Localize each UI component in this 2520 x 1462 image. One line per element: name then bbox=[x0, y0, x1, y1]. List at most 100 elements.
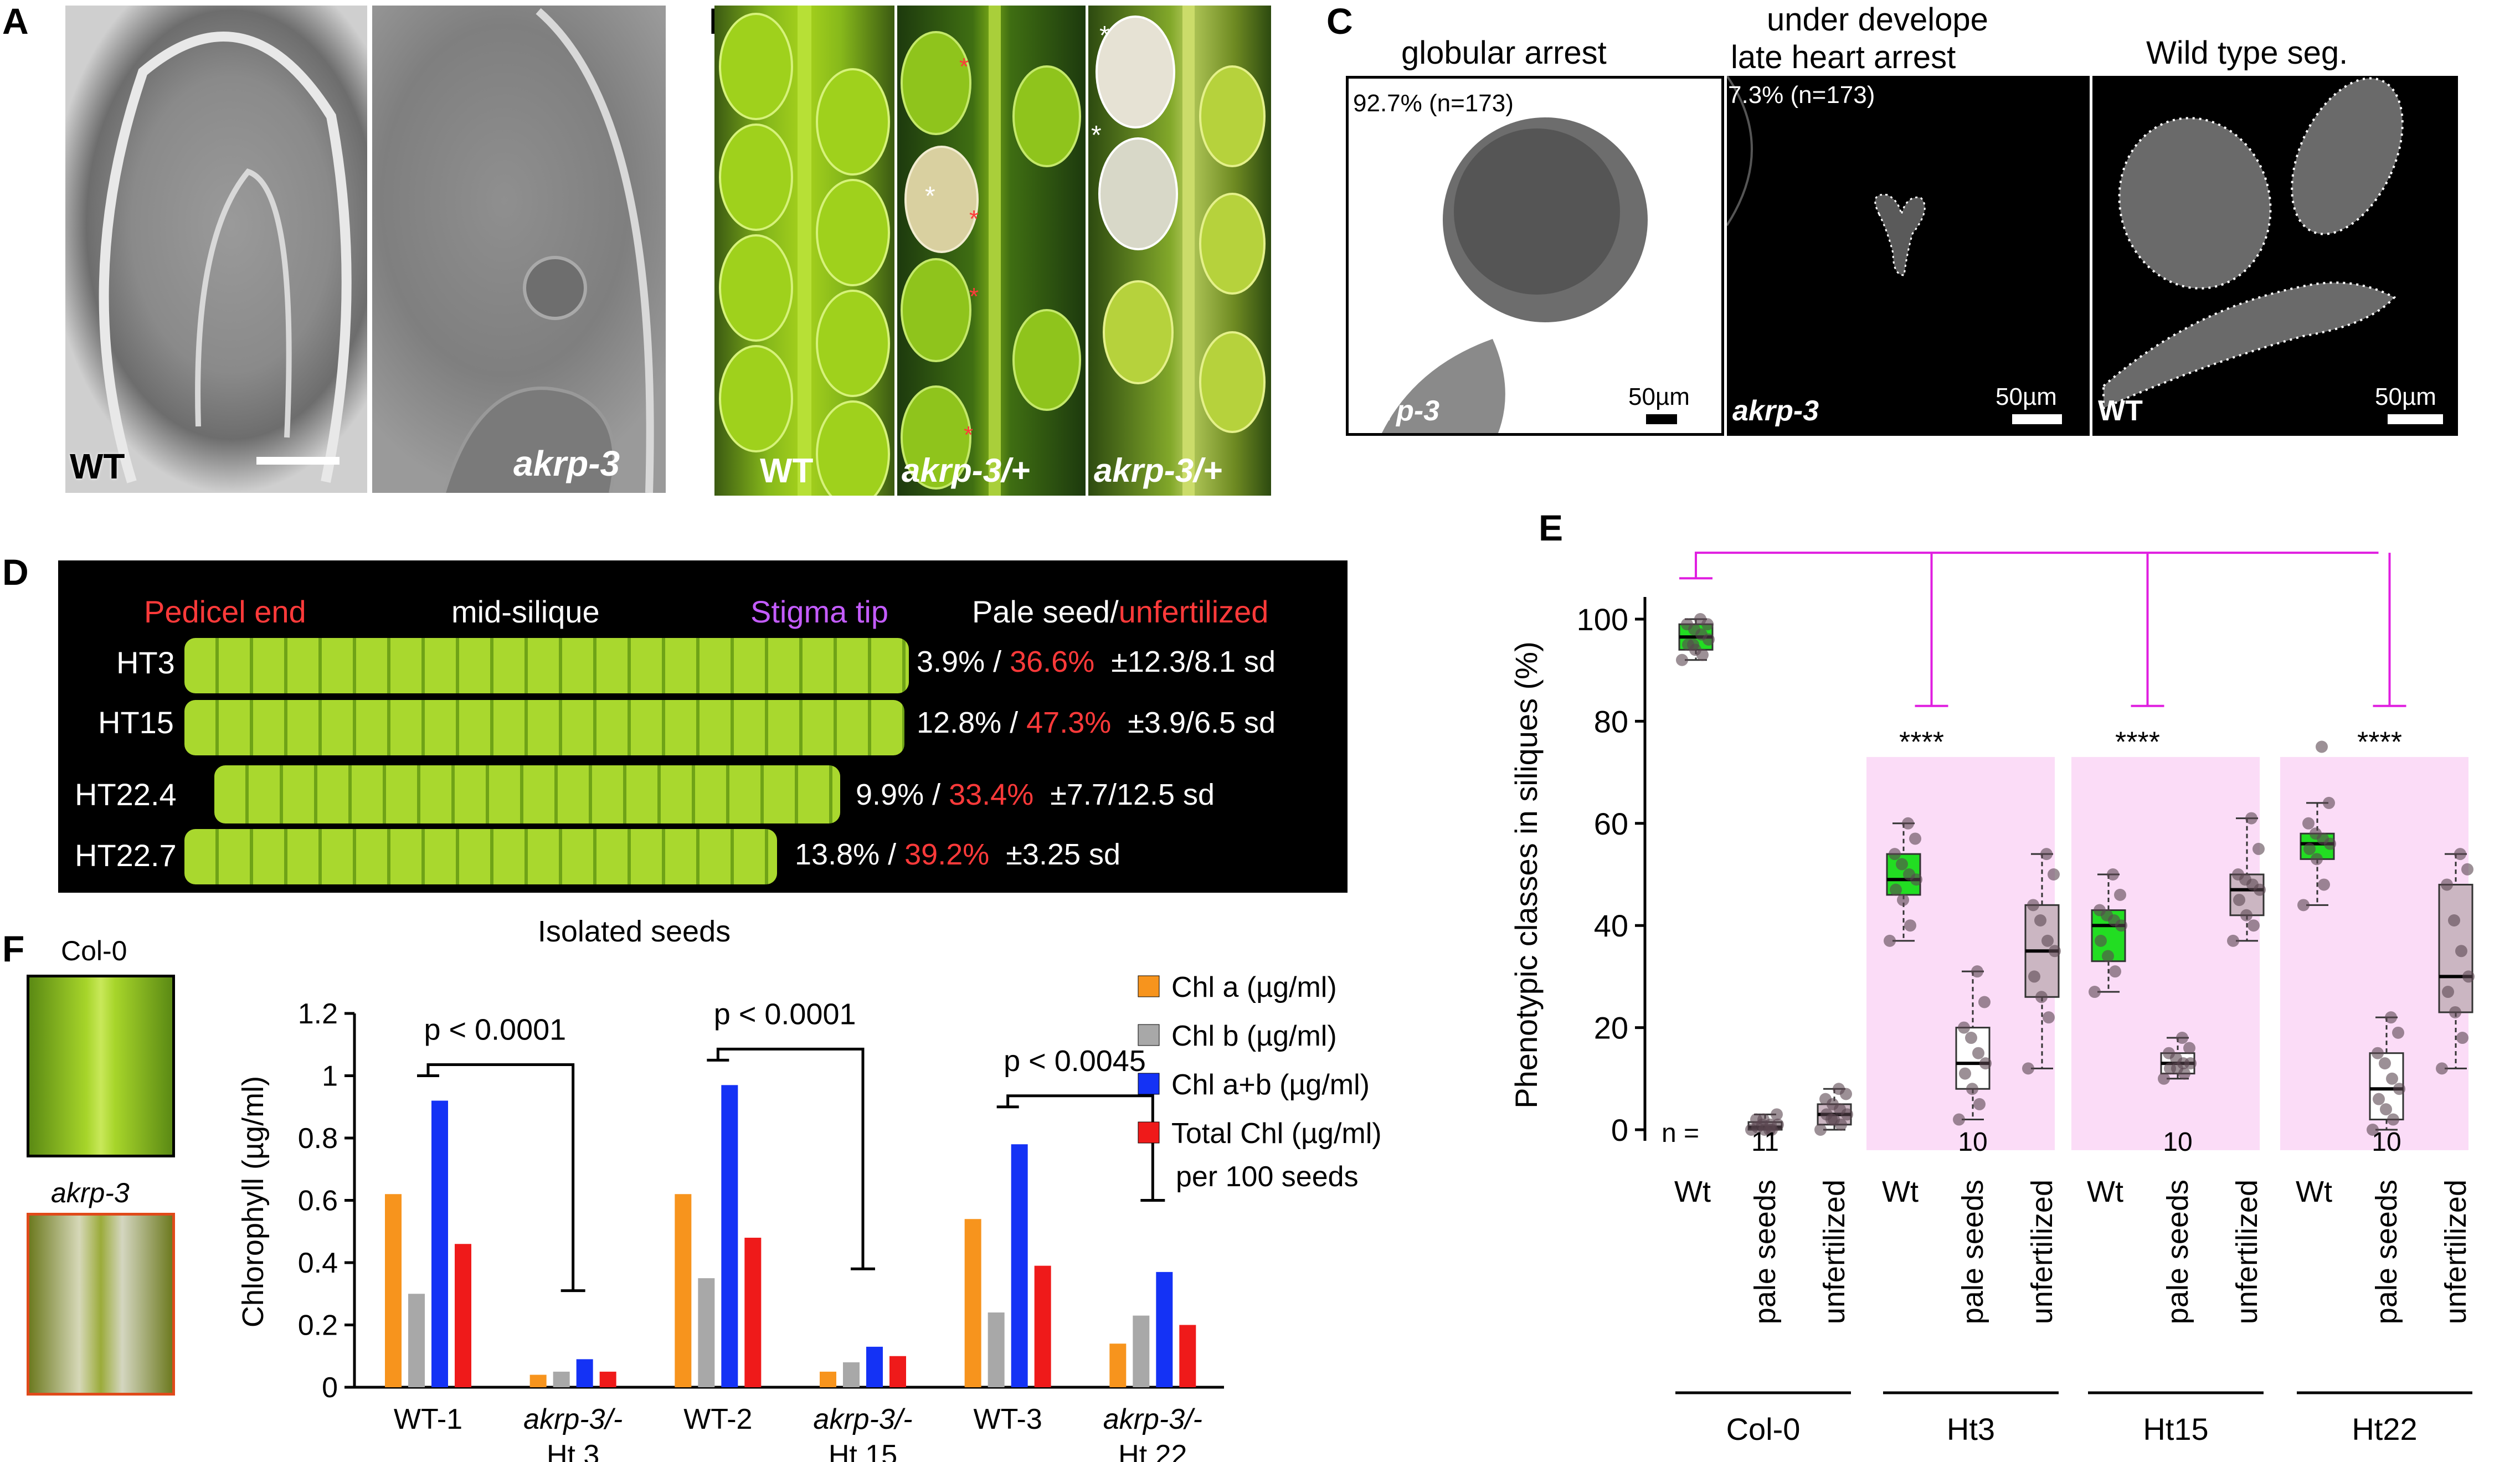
group-label: Col-0 bbox=[1726, 1412, 1801, 1446]
data-point bbox=[2035, 991, 2048, 1003]
data-point bbox=[2311, 853, 2323, 866]
data-point bbox=[2095, 934, 2107, 947]
x-tick-label: WT-1 bbox=[394, 1403, 462, 1435]
x-tick-label: pale seeds bbox=[2161, 1180, 2194, 1324]
y-tick-label: 40 bbox=[1594, 908, 1628, 943]
bar bbox=[843, 1362, 860, 1387]
bar bbox=[455, 1244, 471, 1387]
legend-extra: per 100 seeds bbox=[1176, 1161, 1359, 1193]
n-value: 10 bbox=[1958, 1128, 1987, 1157]
bar bbox=[1133, 1315, 1150, 1387]
data-point bbox=[2456, 1032, 2468, 1044]
silique-photo-wt: WT bbox=[714, 6, 894, 496]
legend-label: Chl b (µg/ml) bbox=[1171, 1020, 1337, 1052]
data-point bbox=[2302, 817, 2315, 830]
silique-wt-label: WT bbox=[760, 452, 814, 490]
bar bbox=[1109, 1343, 1127, 1387]
akrp-label: akrp-3 bbox=[513, 444, 620, 483]
dic-image-akrp: akrp-3 bbox=[372, 6, 666, 493]
d-silique-ht3 bbox=[184, 638, 909, 693]
data-point bbox=[2240, 909, 2252, 922]
svg-text:*: * bbox=[969, 205, 979, 233]
data-point bbox=[2028, 970, 2040, 983]
bar bbox=[408, 1294, 425, 1387]
f-thumb-akrp bbox=[27, 1213, 175, 1396]
dic-image-wt: WT bbox=[65, 6, 367, 493]
data-point bbox=[2454, 848, 2466, 861]
data-point bbox=[2297, 899, 2310, 912]
data-point bbox=[2034, 914, 2046, 926]
data-point bbox=[2102, 950, 2114, 962]
silique-akrp-label-2: akrp-3/+ bbox=[1094, 452, 1222, 489]
data-point bbox=[1979, 1057, 1992, 1070]
data-point bbox=[1897, 894, 1909, 907]
data-point bbox=[1814, 1124, 1827, 1136]
data-point bbox=[2393, 1083, 2405, 1095]
confocal-heart: 7.3% (n=173) akrp-3 50µm bbox=[1727, 76, 2090, 436]
d-silique-ht227 bbox=[184, 829, 777, 884]
c-scalebar-3 bbox=[2388, 414, 2443, 424]
svg-text:*: * bbox=[964, 421, 973, 449]
data-point bbox=[1978, 996, 1991, 1008]
significance-stars: **** bbox=[2357, 727, 2402, 759]
data-point bbox=[2436, 1062, 2448, 1075]
data-point bbox=[1890, 883, 1902, 896]
data-point bbox=[2040, 848, 2053, 861]
bar bbox=[820, 1371, 836, 1387]
chlorophyll-bar-chart: Isolated seeds Chlorophyll (µg/ml) 0 0.2 0.4… bbox=[236, 915, 1382, 1462]
bar bbox=[385, 1194, 402, 1387]
y-tick-label: 0.8 bbox=[298, 1123, 338, 1155]
d-row-name-ht15: HT15 bbox=[98, 705, 174, 740]
data-point bbox=[2041, 934, 2054, 947]
bar bbox=[744, 1238, 762, 1387]
bar bbox=[988, 1312, 1005, 1387]
silique-akrp-label-1: akrp-3/+ bbox=[902, 452, 1030, 489]
data-point bbox=[2227, 934, 2239, 947]
y-axis-label: Chlorophyll (µg/ml) bbox=[236, 1076, 270, 1327]
legend-label: Chl a+b (µg/ml) bbox=[1171, 1069, 1370, 1101]
f-thumb-col0 bbox=[27, 975, 175, 1157]
chart-title: Isolated seeds bbox=[538, 915, 731, 948]
data-point bbox=[1953, 1113, 1965, 1126]
y-tick-label: 0 bbox=[322, 1372, 338, 1404]
data-point bbox=[2367, 1124, 2379, 1136]
x-tick-label: Ht 22 bbox=[1118, 1439, 1187, 1462]
data-point bbox=[2164, 1062, 2176, 1075]
c-scalebar-2 bbox=[2012, 414, 2062, 424]
c-scalebar-1 bbox=[1646, 414, 1677, 424]
data-point bbox=[2048, 868, 2060, 881]
data-point bbox=[2442, 986, 2454, 998]
y-tick-label: 0 bbox=[1611, 1113, 1628, 1147]
data-point bbox=[2462, 970, 2475, 983]
data-point bbox=[2049, 945, 2061, 957]
x-tick-label: akrp-3/- bbox=[523, 1403, 623, 1435]
bar bbox=[431, 1100, 448, 1387]
y-tick-label: 20 bbox=[1594, 1011, 1628, 1046]
group-label: Ht15 bbox=[2143, 1412, 2208, 1446]
x-tick-label: WT-2 bbox=[683, 1403, 752, 1435]
d-header-mid: mid-silique bbox=[451, 594, 600, 629]
data-point bbox=[2392, 1026, 2404, 1039]
data-point bbox=[2461, 863, 2473, 876]
confocal-globular: 92.7% (n=173) akrp-3 50µm bbox=[1346, 76, 1724, 436]
data-point bbox=[2232, 868, 2244, 881]
y-tick-label: 0.4 bbox=[298, 1247, 338, 1279]
svg-text:*: * bbox=[925, 182, 935, 211]
significance-bracket bbox=[1695, 552, 2379, 579]
data-point bbox=[1687, 639, 1699, 651]
data-point bbox=[1833, 1083, 1845, 1095]
x-tick-label: unfertilized bbox=[1818, 1180, 1851, 1324]
bar bbox=[866, 1346, 883, 1387]
x-tick-label: pale seeds bbox=[1956, 1180, 1989, 1324]
bar bbox=[1011, 1144, 1028, 1387]
legend-label: Chl a (µg/ml) bbox=[1171, 971, 1337, 1003]
x-tick-label: Ht 3 bbox=[547, 1439, 599, 1462]
d-row-stat-ht3: 3.9% / 36.6% ±12.3/8.1 sd bbox=[917, 645, 1276, 678]
y-tick-label: 60 bbox=[1594, 806, 1628, 841]
significance-bracket bbox=[707, 1047, 875, 1270]
data-point bbox=[1959, 1067, 1971, 1080]
x-tick-label: Wt bbox=[1882, 1175, 1919, 1208]
data-point bbox=[2385, 1011, 2397, 1024]
d-row-stat-ht15: 12.8% / 47.3% ±3.9/6.5 sd bbox=[917, 706, 1276, 739]
data-point bbox=[2114, 888, 2126, 901]
